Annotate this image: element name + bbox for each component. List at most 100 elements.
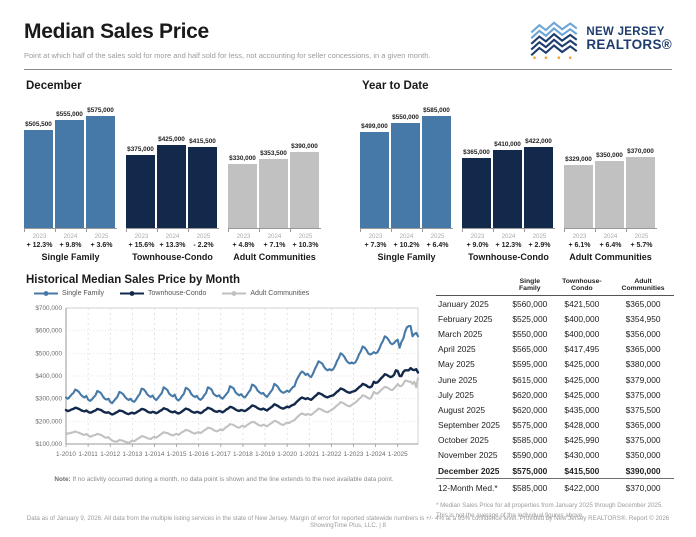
bar-year-label: 2023 [236,233,251,240]
bar-value-label: $375,000 [127,146,154,153]
bar-pct-row: + 6.1% + 6.4% + 5.7% [564,240,657,249]
x-axis-tick-label: 1-2019 [255,451,275,458]
bar-axis-line [462,228,555,232]
bar-year-row: 2023 2024 2025 [228,232,321,240]
table-cell-value: $585,000 [512,435,548,446]
bar-value-label: $415,500 [189,138,216,145]
bar-group-adult-communities: $330,000 $353,500 $390,000 2023 2024 2025 + 4.… [228,106,321,262]
plot-border [65,307,419,445]
bar-axis-line [564,228,657,232]
bar-pct-row: + 12.3% + 9.8% + 3.6% [24,240,117,249]
bar-group-townhouse-condo: $375,000 $425,000 $415,500 2023 2024 2025 + 15… [126,106,219,262]
bar-single-family-2023: $499,000 [360,123,389,228]
x-axis-tick-label: 1-2013 [122,451,142,458]
bar-value-label: $330,000 [229,155,256,162]
table-row-label: July 2025 [438,389,474,400]
bar-pct-label: - 2.2% [193,242,214,249]
x-axis-tick-label: 1-2018 [233,451,253,458]
bar-axis-line [360,228,453,232]
table-corner-cell [436,276,508,296]
table-cell-value: $560,000 [512,298,548,309]
bar-value-label: $353,500 [260,150,287,157]
table-cell-value: $428,000 [564,420,600,431]
x-axis-tick-label: 1-2024 [366,451,386,458]
table-cell-value: $422,000 [564,482,600,493]
table-column-header: Adult Communities [612,276,674,296]
bar-cluster: $365,000 $410,000 $422,000 [462,106,555,228]
bar-pct-label: + 10.3% [292,242,319,249]
table-row-label: May 2025 [438,359,475,370]
bar-value-label: $422,000 [525,138,552,145]
bar-single-family-2024: $555,000 [55,111,84,228]
bar-value-label: $585,000 [423,107,450,114]
bar-pct-row: + 7.3% + 10.2% + 6.4% [360,240,453,249]
bar-single-family-2025: $575,000 [86,107,115,228]
line-chart-legend: Single Family Townhouse-Condo Adult Commun… [34,290,424,297]
y-axis-tick-label: $400,000 [35,373,62,380]
table-cell-value: $425,990 [564,435,600,446]
series-line-adult-communities [64,377,420,444]
x-axis-tick-label: 1-2023 [344,451,364,458]
bar-adult-communities-2023: $330,000 [228,155,257,228]
table-row: February 2025 $525,000 $400,000 $354,950 [436,311,674,326]
bar-year-label: 2025 [94,233,109,240]
table-cell-value: $354,950 [625,313,661,324]
bar-cluster: $330,000 $353,500 $390,000 [228,106,321,228]
section-title-december: December [26,80,82,92]
bar-townhouse-condo-2024: $425,000 [157,136,186,228]
legend-label: Adult Communities [250,290,310,297]
table-row-label: 12-Month Med.* [438,482,498,493]
table-row: May 2025 $595,000 $425,000 $380,000 [436,357,674,372]
bar-cluster: $329,000 $350,000 $370,000 [564,106,657,228]
bar-pct-label: + 2.9% [528,242,551,249]
table-body: January 2025 $560,000 $421,500 $365,000 Febr… [436,296,674,496]
bar-year-label: 2025 [430,233,445,240]
december-bar-groups: $505,500 $555,000 $575,000 2023 2024 2025 + 12… [24,106,336,262]
x-axis-tick-label: 1-2017 [211,451,231,458]
bar-townhouse-condo-2025: $415,500 [188,138,217,228]
table-row-label: October 2025 [438,435,489,446]
y-axis-tick-label: $100,000 [35,441,62,448]
bar-pct-label: + 5.7% [630,242,653,249]
page-header: Median Sales Price Point at which half o… [24,16,672,60]
bar-value-label: $425,000 [158,136,185,143]
table-cell-value: $575,000 [512,420,548,431]
legend-item-single-family: Single Family [34,290,104,297]
bar-value-label: $505,500 [25,121,52,128]
bar-adult-communities-2025: $390,000 [290,143,319,228]
x-axis-tick-label: 1-2021 [299,451,319,458]
bar-year-label: 2025 [298,233,313,240]
header-divider [24,69,672,70]
bar-year-label: 2023 [368,233,383,240]
bar-value-label: $390,000 [291,143,318,150]
logo-line2: REALTORS® [586,36,672,52]
y-axis-tick-label: $600,000 [35,328,62,335]
table-row-label: September 2025 [438,420,500,431]
bar-single-family-2024: $550,000 [391,114,420,228]
bar-pct-label: + 12.3% [495,242,522,249]
year-to-date-bar-chart: Year to Date $499,000 $550,000 $585,000 202… [360,80,672,262]
table-cell-value: $415,500 [551,463,613,480]
chart-note: Note: If no activity occurred during a m… [24,476,424,483]
bar-group-adult-communities: $329,000 $350,000 $370,000 2023 2024 2025 + 6.… [564,106,657,262]
table-cell-value: $365,000 [625,420,661,431]
monthly-price-table: Single Family Townhouse-Condo Adult Commun… [436,276,674,495]
bar-pct-row: + 15.6% + 13.3% - 2.2% [126,240,219,249]
table-row: March 2025 $550,000 $400,000 $356,000 [436,326,674,341]
table-cell-value: $375,500 [625,404,661,415]
table-cell-value: $375,000 [625,435,661,446]
bar-axis-line [228,228,321,232]
ytd-bar-groups: $499,000 $550,000 $585,000 2023 2024 2025 + 7.… [360,106,672,262]
bar-single-family-2023: $505,500 [24,121,53,228]
bar-value-label: $350,000 [596,152,623,159]
y-axis-tick-label: $300,000 [35,396,62,403]
bar-pct-row: + 4.8% + 7.1% + 10.3% [228,240,321,249]
historical-line-chart-section: Historical Median Sales Price by Month S… [24,274,424,521]
bar-value-label: $575,000 [87,107,114,114]
table-cell-value: $590,000 [512,450,548,461]
bar-cluster: $375,000 $425,000 $415,500 [126,106,219,228]
monthly-price-table-section: Single Family Townhouse-Condo Adult Commun… [436,274,674,521]
legend-label: Townhouse-Condo [148,290,207,297]
x-axis-tick-label: 1-2022 [321,451,341,458]
table-row: September 2025 $575,000 $428,000 $365,000 [436,418,674,433]
